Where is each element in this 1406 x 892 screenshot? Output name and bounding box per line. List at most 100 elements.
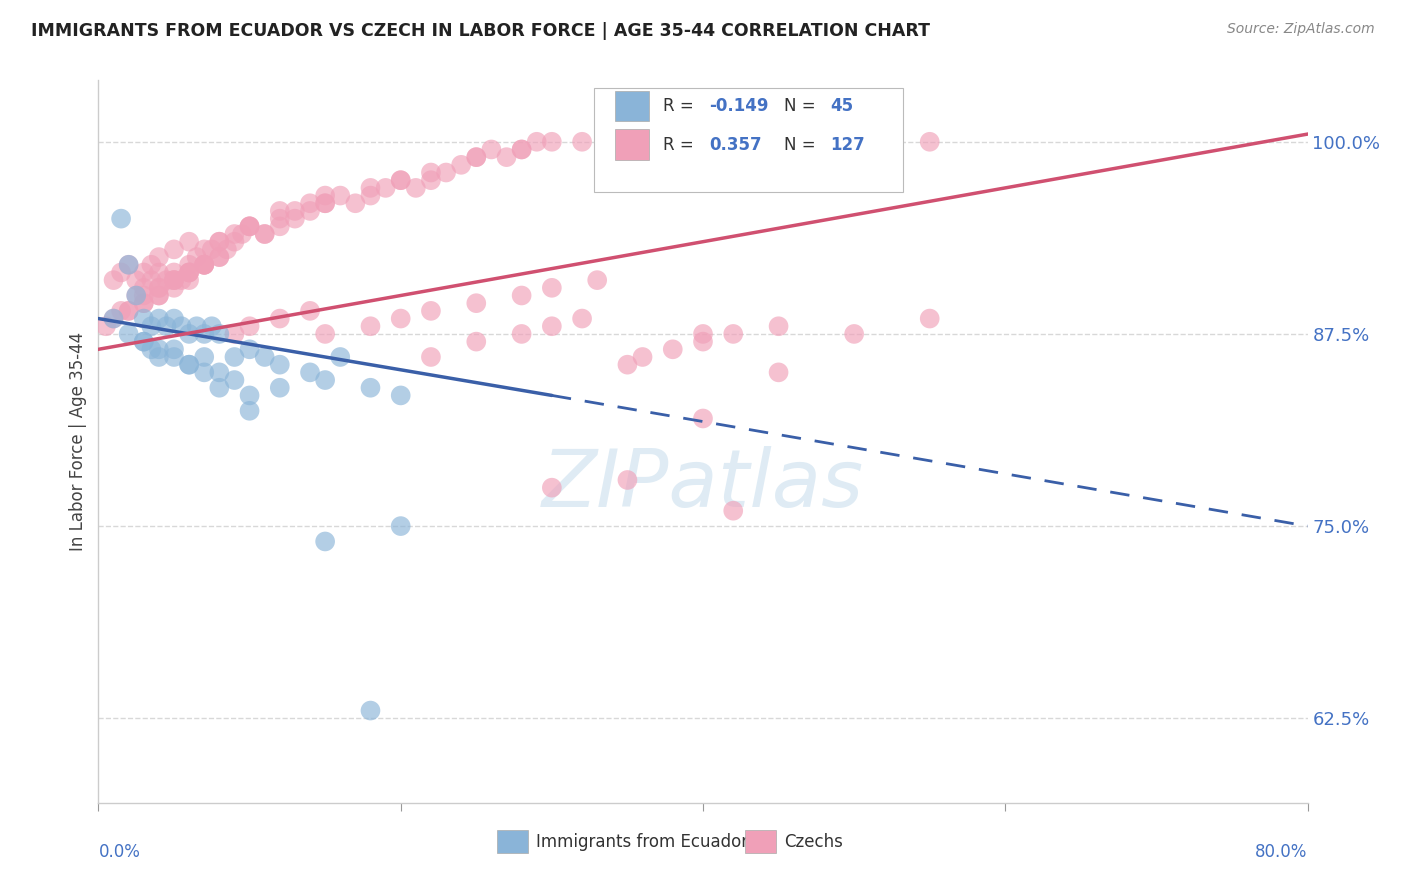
Point	[329, 350, 352, 364]
Point	[253, 350, 276, 364]
Point	[389, 388, 412, 402]
Point	[239, 343, 262, 357]
Text: N =: N =	[785, 136, 821, 153]
Point	[155, 273, 177, 287]
Point	[170, 319, 193, 334]
Point	[132, 265, 155, 279]
Point	[661, 135, 683, 149]
Point	[661, 343, 683, 357]
Point	[148, 350, 170, 364]
Point	[186, 250, 208, 264]
Point	[132, 296, 155, 310]
Point	[314, 373, 336, 387]
Point	[616, 473, 638, 487]
Point	[179, 265, 201, 279]
Point	[540, 481, 562, 495]
Point	[481, 143, 503, 157]
Point	[450, 158, 472, 172]
Point	[616, 135, 638, 149]
Text: Czechs: Czechs	[785, 833, 842, 851]
Point	[253, 227, 276, 241]
Point	[465, 150, 488, 164]
Point	[692, 411, 714, 425]
Point	[179, 235, 201, 249]
Point	[132, 288, 155, 302]
Point	[360, 319, 382, 334]
Point	[148, 343, 170, 357]
Text: 0.0%: 0.0%	[98, 843, 141, 861]
Point	[118, 304, 141, 318]
Point	[526, 135, 548, 149]
Point	[231, 227, 253, 241]
Point	[193, 365, 215, 379]
Point	[163, 311, 186, 326]
Point	[193, 350, 215, 364]
Point	[163, 343, 186, 357]
Point	[571, 311, 593, 326]
Point	[465, 150, 488, 164]
Point	[141, 343, 163, 357]
Point	[692, 135, 714, 149]
Point	[495, 150, 517, 164]
Point	[844, 135, 866, 149]
Point	[314, 196, 336, 211]
Point	[132, 334, 155, 349]
Point	[269, 219, 291, 234]
Point	[269, 311, 291, 326]
Point	[118, 258, 141, 272]
Text: N =: N =	[785, 97, 821, 115]
Point	[193, 258, 215, 272]
Text: Source: ZipAtlas.com: Source: ZipAtlas.com	[1227, 22, 1375, 37]
Text: 0.357: 0.357	[709, 136, 762, 153]
Point	[148, 281, 170, 295]
Point	[314, 196, 336, 211]
Point	[692, 326, 714, 341]
Point	[125, 288, 148, 302]
Point	[723, 504, 745, 518]
Point	[193, 258, 215, 272]
Point	[253, 227, 276, 241]
Point	[768, 135, 790, 149]
FancyBboxPatch shape	[745, 830, 776, 854]
Point	[269, 358, 291, 372]
Point	[360, 381, 382, 395]
Point	[329, 188, 352, 202]
Point	[918, 135, 941, 149]
Point	[118, 326, 141, 341]
Point	[132, 296, 155, 310]
Point	[239, 388, 262, 402]
Point	[269, 203, 291, 218]
Point	[179, 265, 201, 279]
Point	[239, 404, 262, 418]
Point	[616, 358, 638, 372]
Point	[299, 196, 322, 211]
Text: R =: R =	[664, 97, 699, 115]
Point	[163, 273, 186, 287]
Point	[374, 181, 396, 195]
Point	[571, 135, 593, 149]
Point	[163, 350, 186, 364]
Y-axis label: In Labor Force | Age 35-44: In Labor Force | Age 35-44	[69, 332, 87, 551]
Point	[179, 258, 201, 272]
Point	[125, 273, 148, 287]
Point	[389, 173, 412, 187]
Point	[163, 243, 186, 257]
Point	[239, 219, 262, 234]
Point	[586, 273, 609, 287]
Point	[94, 319, 117, 334]
Point	[465, 296, 488, 310]
Point	[125, 288, 148, 302]
Point	[510, 288, 533, 302]
Point	[193, 326, 215, 341]
Point	[201, 319, 224, 334]
Point	[269, 381, 291, 395]
Point	[155, 319, 177, 334]
Point	[314, 326, 336, 341]
Point	[179, 273, 201, 287]
Point	[148, 288, 170, 302]
Point	[224, 235, 246, 249]
Point	[723, 326, 745, 341]
Point	[141, 258, 163, 272]
Point	[118, 258, 141, 272]
Point	[314, 534, 336, 549]
